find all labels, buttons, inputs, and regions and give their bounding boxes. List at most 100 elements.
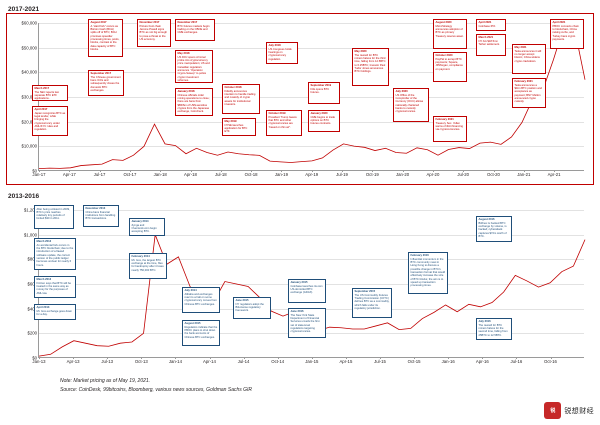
bot-xtick-2: Jul-13	[101, 358, 114, 364]
footer-source-text: Source: CoinDesk, 99bitcoins, Bloomberg,…	[60, 387, 253, 393]
callout-b7: February 2014 Mt. Gox, the largest BTC e…	[129, 253, 167, 279]
callout-b11: August 2015 Regulators indicate that the…	[182, 320, 220, 346]
footer-source: Source: CoinDesk, 99bitcoins, Bloomberg,…	[60, 387, 252, 395]
bot-xtick-7: Oct-14	[271, 358, 285, 364]
callout-b14: February 2016 Influential momentum in th…	[408, 252, 448, 294]
bot-xtick-3: Oct-13	[134, 358, 148, 364]
callout-jul2018: July 2018 US Congress holds hearings on …	[266, 42, 298, 64]
bot-xtick-13: Apr-16	[475, 358, 489, 364]
callout-feb2021a: February 2021 Treasury Sec. Yellen warns…	[433, 116, 467, 142]
top-xtick-15: Oct-20	[487, 171, 500, 177]
callout-apr2017: April 2017 Japan recognizes BTC as legal…	[32, 106, 68, 136]
bot-xtick-15: Oct-16	[544, 358, 557, 364]
top-xtick-3: Oct-17	[123, 171, 137, 177]
top-xtick-7: Oct-18	[244, 171, 258, 177]
callout-b8: July 2014 Alibaba and exchanges react to…	[182, 287, 220, 313]
callout-b2: December 2013 China bans financial insti…	[83, 205, 119, 227]
callout-may2019: May 2019 NYSE launches application for B…	[222, 118, 256, 136]
top-xtick-11: Oct-19	[365, 171, 379, 177]
top-ytick-5: $50,000	[21, 45, 37, 51]
top-price-line	[38, 25, 586, 170]
callout-jan2020: January 2020 CME begins to trade options…	[308, 110, 340, 132]
top-xtick-12: Jan-20	[396, 171, 410, 177]
bot-xtick-9: Apr-15	[339, 358, 353, 364]
brand-logo-icon: 锐	[544, 402, 562, 419]
callout-oct2019: October 2019 President Trump tweets that…	[266, 110, 302, 136]
top-xtick-5: Apr-18	[184, 171, 197, 177]
top-panel-border	[6, 13, 594, 185]
top-xtick-13: Apr-20	[426, 171, 440, 177]
bot-ytick-4: $800	[27, 256, 37, 262]
top-ytick-2: $20,000	[21, 119, 37, 125]
bot-xtick-5: Apr-14	[203, 358, 216, 364]
top-ytick-3: $30,000	[21, 94, 37, 100]
bot-ytick-6: $1,200	[23, 207, 37, 213]
callout-b15: August 2016 Bitfinex is hacked BTC excha…	[476, 216, 512, 242]
bot-xtick-11: Oct-15	[407, 358, 421, 364]
footer-note: Note: Market pricing as of May 19, 2021.	[60, 378, 150, 386]
callout-jul2020: July 2020 US Office of the Comptroller o…	[393, 88, 429, 122]
callout-aug2017: August 2017 A “Hard fork” occurs as Bitc…	[88, 19, 123, 57]
top-xtick-10: Jul-19	[336, 171, 348, 177]
callout-apr2021b: April 2021 PBOC connects chain to blockc…	[550, 19, 584, 49]
callout-oct2020: October 2020 PayPal to accept BTC paymen…	[433, 52, 467, 82]
top-ytick-6: $60,000	[21, 20, 37, 26]
callout-b10: January 2015 Coinbase launches its own U…	[288, 279, 326, 303]
brand: 锐 锐想财经	[544, 402, 594, 419]
bot-ytick-3: $600	[27, 281, 37, 287]
top-xtick-16: Jan-21	[517, 171, 531, 177]
top-xtick-17: Apr-21	[547, 171, 561, 177]
callout-may2018: May 2018 US DOJ opens criminal probe int…	[175, 50, 213, 83]
callout-aug2020: August 2020 MicroStrategy announces adop…	[433, 19, 467, 49]
callout-jan2018: January 2018 Chinese officials order min…	[175, 88, 213, 116]
top-panel-title: 2017-2021	[8, 6, 40, 13]
top-xtick-8: Jan-19	[274, 171, 288, 177]
callout-feb2021b: February 2021 Tesla announces a $1bn BTC…	[512, 78, 546, 108]
bot-xtick-8: Jan-15	[305, 358, 319, 364]
top-ytick-0: $0	[32, 168, 37, 174]
callout-b6: April 2013 Mt. Gox exchange goes down fo…	[34, 304, 76, 320]
callout-b13: September 2015 The US Commodity Futures …	[352, 288, 392, 318]
callout-dec2017: December 2017 BTC futures markets begin …	[175, 19, 215, 41]
callout-mar2021: March 2021 NY AG $18.5mn Tether settleme…	[476, 34, 506, 56]
top-ytick-1: $10,000	[21, 143, 37, 149]
bot-ytick-2: $400	[27, 306, 37, 312]
callout-sep2019: September 2019 ICE opens BTC futures.	[308, 82, 340, 104]
top-xtick-14: Jul-20	[457, 171, 470, 177]
top-ytick-4: $40,000	[21, 69, 37, 75]
top-xtick-9: Apr-19	[305, 171, 319, 177]
bot-ytick-0: $0	[32, 355, 37, 361]
callout-b5: March 2013 FinCen says that BTC will be …	[34, 276, 76, 298]
callout-b3: January 2014 Zynga and Overstock.com beg…	[129, 218, 165, 236]
bot-xtick-10: Jul-15	[374, 358, 386, 364]
callout-may2020: May 2020 The reward for BTC miners halve…	[352, 48, 389, 86]
callout-sep2017: September 2017 The Chinese government ba…	[88, 70, 124, 96]
footer-note-text: Note: Market pricing as of May 19, 2021.	[60, 378, 151, 384]
bot-xtick-0: Jan-13	[32, 358, 46, 364]
callout-b16: July 2016 The reward for BTC miners halv…	[476, 318, 512, 340]
bot-xtick-6: Jul-14	[237, 358, 250, 364]
bot-ytick-1: $200	[27, 330, 37, 336]
top-xtick-1: Apr-17	[62, 171, 76, 177]
callout-oct2018: October 2018 Fidelity announces intentio…	[222, 84, 260, 114]
callout-mar2017: March 2017 The SEC rejects two separate …	[32, 85, 68, 101]
bot-xtick-14: Jul-16	[510, 358, 523, 364]
callout-apr2021a: April 2021 Coinbase IPO.	[476, 19, 506, 31]
callout-may2021: May 2021 Tesla announces it will no long…	[512, 44, 546, 74]
top-xtick-4: Jan-18	[153, 171, 167, 177]
bottom-panel-title: 2013-2016	[8, 193, 40, 200]
bot-xtick-1: Apr-13	[66, 358, 80, 364]
callout-b12: June 2016 The New York State Department …	[288, 308, 326, 338]
bot-ytick-5: $1,000	[23, 232, 37, 238]
brand-name: 锐想财经	[564, 407, 594, 415]
callout-nov2017: November 2017 Picture Fool chain Jerome …	[137, 19, 171, 47]
bot-xtick-4: Jan-14	[168, 358, 182, 364]
bot-xtick-12: Jan-16	[441, 358, 455, 364]
callout-b1: After being unlisted in 2009, BTC's pric…	[34, 205, 74, 229]
top-xtick-0: Jan-17	[32, 171, 46, 177]
callout-b9: June 2015 NY regulators adopt the BitLic…	[233, 297, 271, 319]
top-xtick-6: Jul-18	[214, 171, 227, 177]
callout-b4: March 2013 An accidental fork occurs in …	[34, 238, 76, 270]
top-xtick-2: Jul-17	[93, 171, 106, 177]
